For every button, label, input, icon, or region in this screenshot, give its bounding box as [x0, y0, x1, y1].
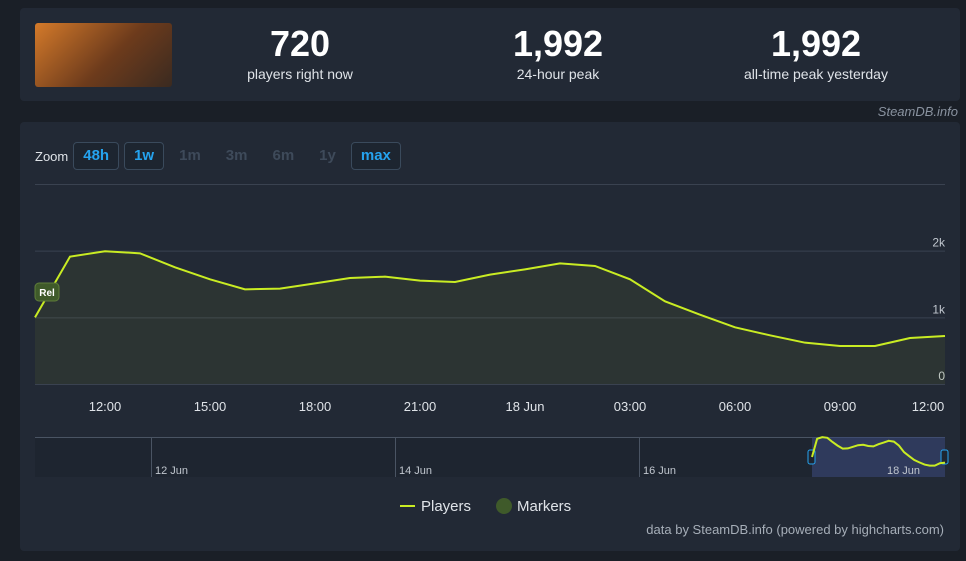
- stat-value: 1,992: [512, 23, 604, 64]
- zoom-label: Zoom: [35, 148, 69, 164]
- source-link[interactable]: SteamDB.info: [877, 104, 958, 119]
- zoom-button[interactable]: max: [350, 142, 401, 170]
- zoom-button: 1m: [179, 147, 201, 164]
- stats-panel: 720 players right now 1,992 24-hour peak 1…: [20, 8, 960, 101]
- stat: 1,992 all-time peak yesterday: [696, 22, 936, 82]
- game-thumbnail: [35, 23, 172, 87]
- stat-label: 24-hour peak: [516, 66, 600, 82]
- stat-value: 1,992: [770, 23, 862, 64]
- zoom-bar: Zoom 48h 1w 1m 3m 6m 1y max: [35, 142, 401, 170]
- zoom-button: 1y: [319, 147, 336, 164]
- zoom-button: 6m: [272, 147, 295, 164]
- stat: 720 players right now: [180, 22, 420, 82]
- zoom-button: 3m: [225, 147, 248, 164]
- zoom-button[interactable]: 48h: [73, 142, 120, 170]
- stat: 1,992 24-hour peak: [438, 22, 678, 82]
- zoom-button[interactable]: 1w: [124, 142, 165, 170]
- chart-panel: [20, 122, 960, 551]
- stat-value: 720: [269, 23, 331, 64]
- stat-label: all-time peak yesterday: [744, 66, 888, 82]
- stat-label: players right now: [247, 66, 353, 82]
